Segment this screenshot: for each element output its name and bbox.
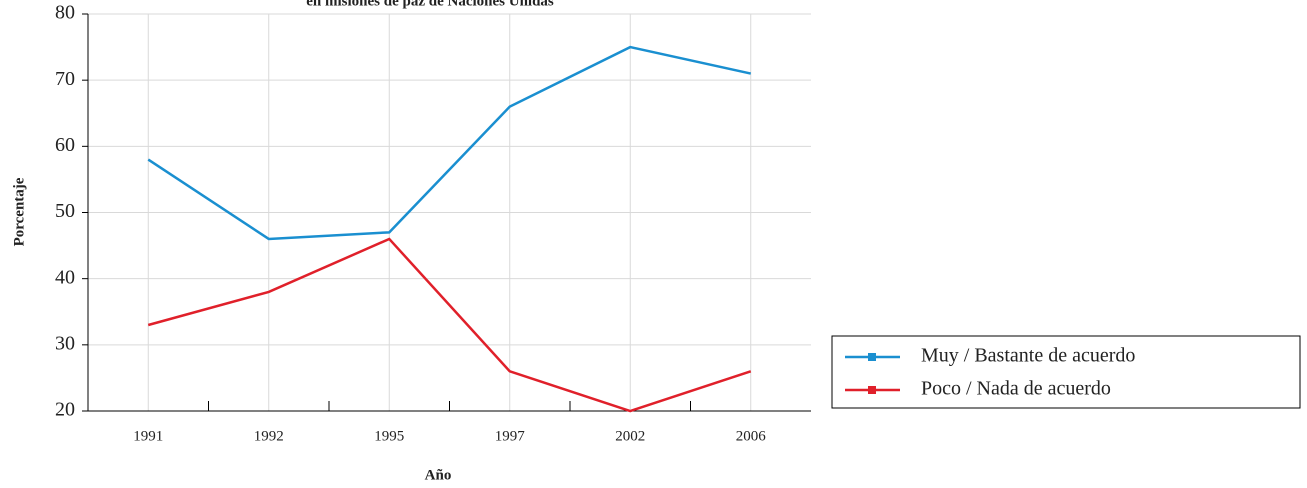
x-tick-label: 1997 — [495, 428, 526, 444]
legend-label: Muy / Bastante de acuerdo — [921, 345, 1135, 367]
line-series — [147, 45, 752, 241]
y-tick-label: 70 — [55, 68, 75, 90]
legend-label: Poco / Nada de acuerdo — [921, 378, 1111, 400]
x-axis-label: Año — [425, 467, 452, 483]
legend-marker — [868, 353, 876, 361]
y-tick-label: 20 — [55, 399, 75, 421]
x-tick-label: 1992 — [254, 428, 284, 444]
x-tick-label: 2006 — [736, 428, 767, 444]
line-series — [147, 237, 752, 413]
chart-title: en misiones de paz de Naciones Unidas — [306, 0, 554, 9]
y-tick-label: 60 — [55, 134, 75, 156]
y-axis-label: Porcentaje — [11, 177, 27, 246]
y-tick-label: 50 — [55, 200, 75, 222]
x-tick-label: 2002 — [615, 428, 645, 444]
legend-box — [831, 335, 1301, 409]
legend-marker — [868, 386, 876, 394]
x-tick-label: 1991 — [133, 428, 163, 444]
y-tick-label: 30 — [55, 332, 75, 354]
x-tick-label: 1995 — [374, 428, 404, 444]
y-tick-label: 80 — [55, 2, 75, 24]
y-tick-label: 40 — [55, 266, 75, 288]
